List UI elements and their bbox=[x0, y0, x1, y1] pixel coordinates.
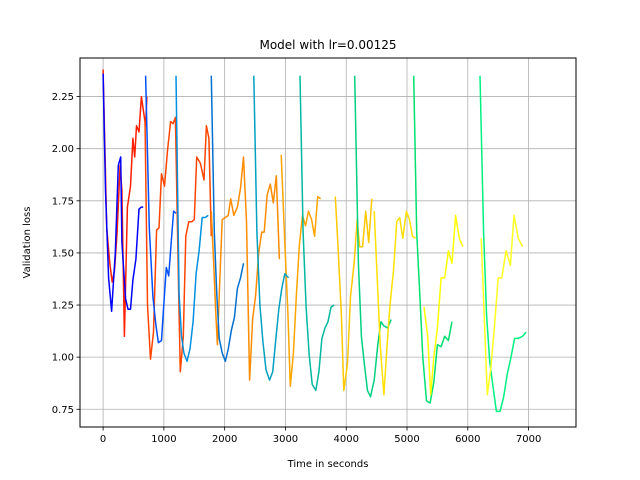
grid-lines bbox=[80, 58, 576, 427]
series-line bbox=[480, 214, 524, 396]
series-line bbox=[210, 75, 245, 363]
series-line bbox=[253, 75, 290, 381]
x-tick-label: 3000 bbox=[273, 434, 298, 445]
y-tick-label: 2.25 bbox=[52, 92, 74, 103]
y-axis-label: Validation loss bbox=[22, 207, 33, 279]
series-line bbox=[353, 75, 392, 398]
y-tick-label: 1.00 bbox=[52, 353, 74, 364]
x-tick-label: 0 bbox=[100, 434, 106, 445]
series-line bbox=[479, 75, 527, 413]
series-lines bbox=[102, 69, 527, 413]
series-line bbox=[144, 75, 177, 344]
series-line bbox=[102, 69, 148, 338]
series-line bbox=[280, 154, 322, 388]
series-line bbox=[102, 73, 144, 313]
x-tick-label: 1000 bbox=[151, 434, 176, 445]
x-tick-label: 4000 bbox=[334, 434, 359, 445]
series-line bbox=[299, 75, 335, 392]
y-tick-label: 2.00 bbox=[52, 144, 74, 155]
series-line bbox=[334, 196, 373, 392]
series-line bbox=[412, 75, 453, 404]
series-line bbox=[373, 210, 416, 396]
y-tick-label: 1.25 bbox=[52, 301, 74, 312]
plot-frame bbox=[79, 57, 577, 428]
series-line bbox=[175, 75, 209, 363]
axis-ticks: 0 1000 2000 3000 4000 5000 6000 7000 0.75 1.00 1.2… bbox=[52, 92, 542, 445]
chart-title: Model with lr=0.00125 bbox=[259, 38, 396, 52]
y-tick-label: 1.75 bbox=[52, 196, 74, 207]
y-tick-label: 0.75 bbox=[52, 405, 74, 416]
y-tick-label: 1.50 bbox=[52, 248, 74, 259]
x-tick-label: 7000 bbox=[516, 434, 541, 445]
x-tick-label: 6000 bbox=[455, 434, 480, 445]
x-axis-label: Time in seconds bbox=[287, 459, 369, 470]
x-tick-label: 5000 bbox=[394, 434, 419, 445]
x-tick-label: 2000 bbox=[212, 434, 237, 445]
series-line bbox=[210, 156, 281, 381]
series-line bbox=[423, 214, 464, 396]
